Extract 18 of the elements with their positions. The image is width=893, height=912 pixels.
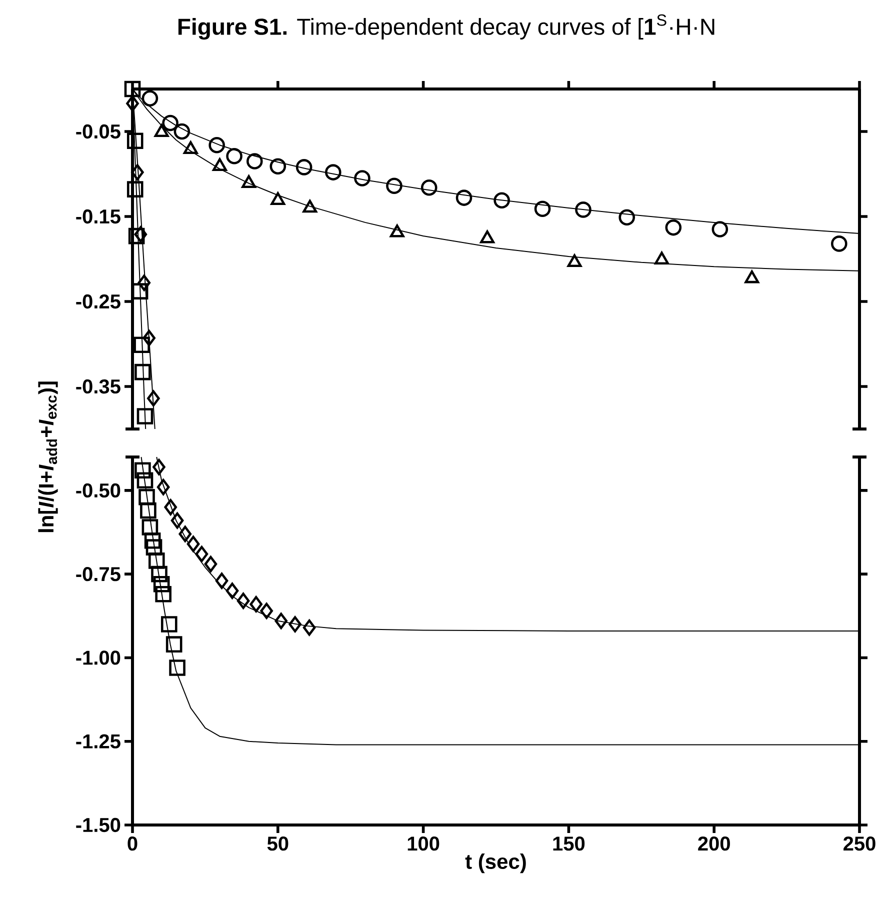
chart-title: Figure S1. Time-dependent decay curves of [1$^{S}$·H·N bbox=[178, 14, 714, 40]
y-tick-label: -0.35 bbox=[76, 379, 120, 394]
text: ln[I/(I+I$_{add}$+I$_{exc}$)] bbox=[38, 382, 58, 532]
y-tick-label: -1.50 bbox=[76, 818, 120, 832]
y-tick-label: -1.25 bbox=[76, 734, 120, 748]
y-tick-label: -0.15 bbox=[76, 209, 120, 224]
x-tick-label: 150 bbox=[553, 836, 585, 851]
x-axis-title: t (sec) bbox=[465, 854, 526, 874]
x-tick-label: 50 bbox=[267, 836, 288, 851]
y-tick-label: -1.00 bbox=[76, 650, 120, 665]
y-tick-label: -0.50 bbox=[76, 483, 120, 498]
x-tick-label: 0 bbox=[128, 836, 138, 851]
x-tick-label: 100 bbox=[408, 836, 440, 851]
x-tick-label: 200 bbox=[698, 836, 730, 851]
y-tick-label: -0.75 bbox=[76, 567, 120, 582]
y-tick-label: -0.25 bbox=[76, 294, 120, 309]
y-tick-label: -0.05 bbox=[76, 124, 120, 139]
x-tick-label: 250 bbox=[844, 836, 876, 851]
